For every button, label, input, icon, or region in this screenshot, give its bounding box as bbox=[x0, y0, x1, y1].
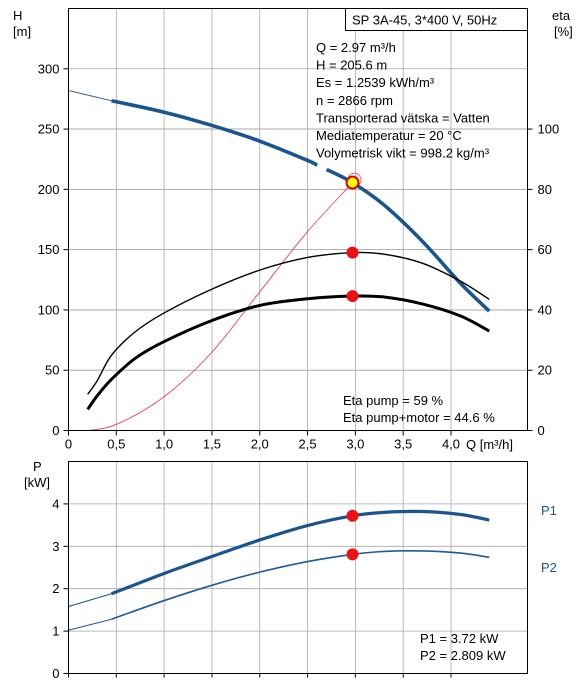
power-point-marker bbox=[346, 548, 359, 561]
curve-p2-extension bbox=[68, 618, 112, 631]
curve-p2 bbox=[111, 550, 490, 620]
info-line: Volymetrisk vikt = 998.2 kg/m³ bbox=[316, 146, 490, 161]
y-left-tick-label: 200 bbox=[38, 182, 60, 197]
curve-eta-pump bbox=[87, 251, 490, 395]
y-left-tick-label: 150 bbox=[38, 242, 60, 257]
p-tick-label: 0 bbox=[52, 666, 59, 681]
y-left-tick-label: 300 bbox=[38, 61, 60, 76]
bottom-grid bbox=[68, 461, 528, 678]
y-left-axis-unit: [m] bbox=[13, 24, 31, 39]
p-axis-label: P bbox=[33, 459, 42, 474]
head-efficiency-chart: 0 0,5 1,0 1,5 2,0 2,5 3,0 3,5 4,0 05010015020025… bbox=[13, 8, 573, 452]
x-tick-label: 4,0 bbox=[442, 437, 460, 452]
power-line: P2 = 2.809 kW bbox=[420, 648, 506, 663]
y-left-tick-label: 50 bbox=[45, 363, 59, 378]
power-line: P1 = 3.72 kW bbox=[420, 631, 499, 646]
duty-point-marker bbox=[345, 175, 360, 190]
top-y-right-tick-labels: 0 20 40 60 80 100 bbox=[527, 122, 560, 438]
y-left-axis-label: H bbox=[13, 8, 22, 23]
x-tick-label: 0,5 bbox=[107, 437, 125, 452]
y-right-tick-label: 100 bbox=[538, 122, 560, 137]
top-plot-frame bbox=[68, 8, 528, 431]
top-x-tick-labels: 0 0,5 1,0 1,5 2,0 2,5 3,0 3,5 4,0 bbox=[65, 430, 460, 452]
bottom-curves bbox=[68, 509, 490, 631]
p-axis-unit: [kW] bbox=[24, 475, 50, 490]
x-tick-label: 1,0 bbox=[155, 437, 173, 452]
y-right-axis-unit: [%] bbox=[554, 24, 573, 39]
bottom-y-tick-labels: 0 1 2 3 4 bbox=[52, 496, 69, 681]
info-panel: Q = 2.97 m³/h H = 205.6 m Es = 1.2539 kWh/… bbox=[316, 40, 490, 161]
p-tick-label: 3 bbox=[52, 539, 59, 554]
top-markers bbox=[345, 172, 362, 303]
curve-system-curve bbox=[87, 176, 358, 431]
power-chart: 0 1 2 3 4 P [kW] P1 P2 P1 = 3.72 kW P2 = 2.809… bbox=[24, 459, 557, 681]
y-right-tick-label: 20 bbox=[538, 363, 552, 378]
top-grid bbox=[68, 8, 528, 431]
bottom-plot-frame bbox=[68, 461, 528, 674]
x-tick-label: 3,5 bbox=[394, 437, 412, 452]
info-line: n = 2866 rpm bbox=[316, 93, 393, 108]
series-label-p2: P2 bbox=[541, 560, 557, 575]
title-box bbox=[345, 8, 528, 31]
curve-head bbox=[111, 98, 319, 167]
x-tick-label: 2,5 bbox=[299, 437, 317, 452]
p-tick-label: 1 bbox=[52, 624, 59, 639]
curve-p1 bbox=[110, 509, 490, 596]
x-tick-label: 1,5 bbox=[203, 437, 221, 452]
efficiency-line: Eta pump+motor = 44.6 % bbox=[343, 410, 495, 425]
curve-p1-extension bbox=[68, 593, 112, 607]
power-readout: P1 = 3.72 kW P2 = 2.809 kW bbox=[420, 631, 506, 663]
power-series-labels: P1 P2 bbox=[541, 503, 557, 575]
efficiency-readout: Eta pump = 59 % Eta pump+motor = 44.6 % bbox=[343, 393, 495, 425]
y-left-tick-label: 250 bbox=[38, 122, 60, 137]
x-tick-label: 3,0 bbox=[346, 437, 364, 452]
y-left-tick-label: 100 bbox=[38, 302, 60, 317]
y-right-tick-label: 40 bbox=[538, 302, 552, 317]
y-right-tick-label: 80 bbox=[538, 182, 552, 197]
efficiency-line: Eta pump = 59 % bbox=[343, 393, 444, 408]
info-line: Transporterad vätska = Vatten bbox=[316, 110, 490, 125]
curve-head bbox=[325, 167, 491, 313]
p-tick-label: 4 bbox=[52, 496, 59, 511]
power-point-marker bbox=[346, 509, 359, 522]
p-tick-label: 2 bbox=[52, 581, 59, 596]
y-left-tick-label: 0 bbox=[52, 423, 59, 438]
x-tick-label: 2,0 bbox=[251, 437, 269, 452]
x-axis-label: Q [m³/h] bbox=[466, 437, 513, 452]
x-tick-label: 0 bbox=[65, 437, 72, 452]
efficiency-point-marker bbox=[346, 246, 359, 259]
y-right-tick-label: 0 bbox=[538, 423, 545, 438]
info-line: Q = 2.97 m³/h bbox=[316, 40, 396, 55]
series-label-p1: P1 bbox=[541, 503, 557, 518]
curve-eta-pump-motor bbox=[86, 294, 490, 411]
y-right-tick-label: 60 bbox=[538, 242, 552, 257]
curve-head-extension bbox=[68, 90, 112, 102]
bottom-markers bbox=[346, 509, 359, 561]
chart-title: SP 3A-45, 3*400 V, 50Hz bbox=[352, 13, 497, 28]
y-right-axis-label: eta bbox=[552, 8, 571, 23]
info-line: Mediatemperatur = 20 °C bbox=[316, 128, 462, 143]
efficiency-point-marker bbox=[346, 290, 359, 303]
info-line: Es = 1.2539 kWh/m³ bbox=[316, 75, 435, 90]
info-line: H = 205.6 m bbox=[316, 58, 387, 73]
top-y-left-tick-labels: 0 50 100 150 200 250 300 bbox=[38, 61, 69, 438]
